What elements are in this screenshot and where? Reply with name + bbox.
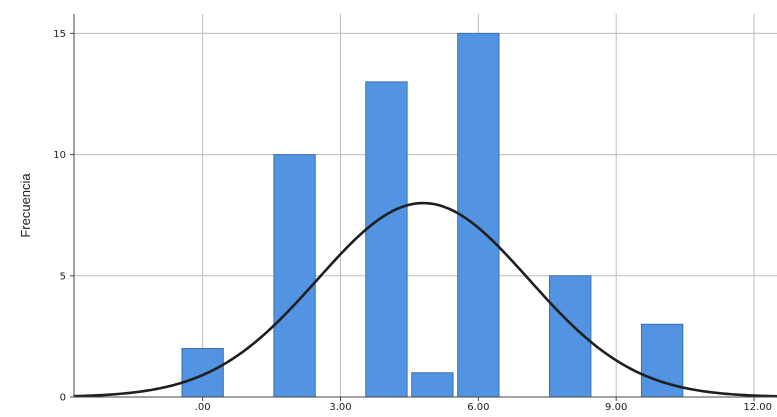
y-tick-label: 15 xyxy=(53,29,66,40)
axes xyxy=(70,14,777,401)
y-tick-label: 5 xyxy=(60,271,66,282)
histogram-bar xyxy=(411,372,454,398)
histogram-bars xyxy=(181,32,684,398)
histogram-bar xyxy=(365,81,408,398)
histogram-bar xyxy=(457,32,500,398)
histogram-bar xyxy=(181,348,224,398)
y-tick-label: 10 xyxy=(53,150,66,161)
normal-curve-line xyxy=(73,201,777,398)
histogram-bar xyxy=(273,154,316,398)
y-axis-label: Frecuencia xyxy=(18,173,33,238)
x-tick-label: 6.00 xyxy=(467,402,489,412)
x-tick-label: 12.00 xyxy=(743,402,772,412)
x-tick-label: 9.00 xyxy=(605,402,627,412)
tick-labels: 0 5 10 15 .00 3.00 6.00 9.00 12.00 xyxy=(53,29,772,413)
x-tick-label: .00 xyxy=(195,402,211,412)
y-tick-label: 0 xyxy=(60,393,66,404)
x-tick-label: 3.00 xyxy=(329,402,351,412)
normal-curve xyxy=(73,201,777,398)
